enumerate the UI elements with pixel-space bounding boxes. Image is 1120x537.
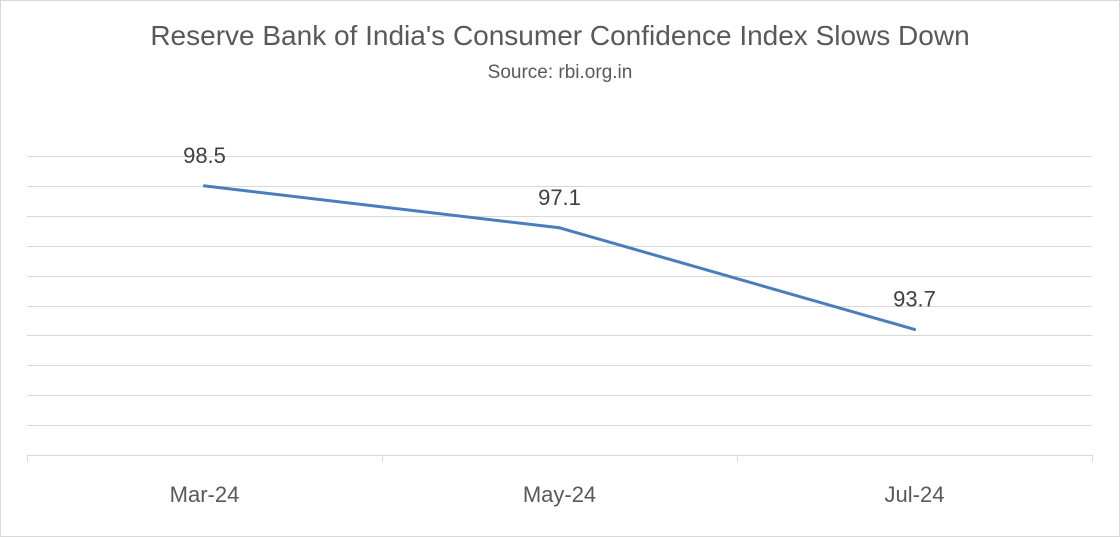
x-tick-label: Mar-24 xyxy=(170,482,240,507)
chart-title: Reserve Bank of India's Consumer Confide… xyxy=(150,20,970,51)
series-group xyxy=(203,184,916,331)
data-label: 93.7 xyxy=(893,286,936,311)
data-label: 97.1 xyxy=(538,185,581,210)
data-point xyxy=(558,226,561,230)
data-labels: 98.5 97.1 93.7 xyxy=(183,143,936,312)
x-tick-label: May-24 xyxy=(523,482,596,507)
x-tick-label: Jul-24 xyxy=(885,482,945,507)
chart-subtitle: Source: rbi.org.in xyxy=(487,62,633,83)
gridlines xyxy=(27,156,1092,426)
data-point xyxy=(913,327,916,331)
data-label: 98.5 xyxy=(183,143,226,168)
data-point xyxy=(203,184,206,188)
x-axis: Mar-24 May-24 Jul-24 xyxy=(27,455,1093,507)
